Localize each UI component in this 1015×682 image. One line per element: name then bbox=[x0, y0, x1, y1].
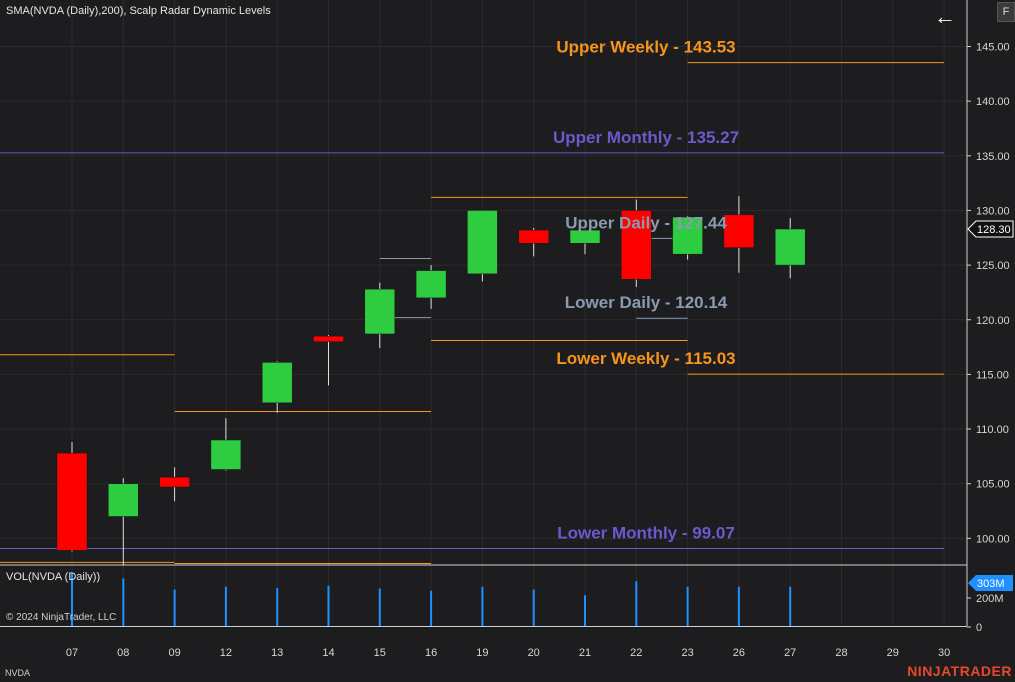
candle-body bbox=[774, 228, 806, 266]
candle-body bbox=[723, 214, 755, 248]
candle-body bbox=[621, 210, 652, 280]
candle-body bbox=[56, 452, 88, 551]
y-tick-label: 100.00 bbox=[976, 533, 1010, 545]
copyright-text: © 2024 NinjaTrader, LLC bbox=[6, 612, 117, 623]
y-tick-label: 130.00 bbox=[976, 205, 1010, 217]
last-price-label: 128.30 bbox=[977, 224, 1011, 236]
x-tick-label: 08 bbox=[117, 647, 129, 659]
y-tick-label: 120.00 bbox=[976, 315, 1010, 327]
level-label: Lower Monthly - 99.07 bbox=[557, 524, 735, 543]
brand-logo: NINJATRADER bbox=[907, 663, 1012, 679]
x-tick-label: 28 bbox=[835, 647, 847, 659]
candle-body bbox=[569, 229, 601, 244]
x-tick-label: 27 bbox=[784, 647, 796, 659]
x-tick-label: 16 bbox=[425, 647, 437, 659]
volume-bar bbox=[737, 586, 740, 626]
volume-bar bbox=[122, 578, 125, 626]
y-tick-label: 125.00 bbox=[976, 260, 1010, 272]
volume-y-tick-label: 200M bbox=[976, 593, 1004, 605]
f-button[interactable]: F bbox=[997, 2, 1015, 22]
y-tick-label: 105.00 bbox=[976, 479, 1010, 491]
volume-bar bbox=[378, 588, 381, 626]
volume-bar bbox=[430, 590, 433, 626]
candle-body bbox=[261, 362, 293, 404]
volume-bar bbox=[789, 586, 792, 626]
candle-body bbox=[467, 210, 498, 275]
x-tick-label: 22 bbox=[630, 647, 642, 659]
x-tick-label: 30 bbox=[938, 647, 950, 659]
x-tick-label: 15 bbox=[374, 647, 386, 659]
volume-bar bbox=[224, 586, 227, 626]
volume-last-marker bbox=[968, 575, 1013, 591]
candle-body bbox=[672, 216, 703, 255]
level-label: Upper Daily - 127.44 bbox=[565, 213, 727, 232]
x-tick-label: 26 bbox=[733, 647, 745, 659]
volume-bar bbox=[327, 585, 330, 626]
volume-bar bbox=[481, 586, 484, 626]
y-tick-label: 145.00 bbox=[976, 42, 1010, 54]
volume-bar bbox=[686, 586, 689, 626]
volume-bar bbox=[532, 589, 535, 626]
level-label: Lower Daily - 120.14 bbox=[565, 293, 728, 312]
x-tick-label: 20 bbox=[528, 647, 540, 659]
candle-body bbox=[364, 288, 396, 335]
x-tick-label: 09 bbox=[168, 647, 180, 659]
y-tick-label: 115.00 bbox=[976, 369, 1009, 381]
x-tick-label: 13 bbox=[271, 647, 283, 659]
candle-body bbox=[415, 270, 447, 299]
x-tick-label: 23 bbox=[681, 647, 693, 659]
x-tick-label: 29 bbox=[887, 647, 899, 659]
candle-body bbox=[210, 439, 242, 470]
x-tick-label: 07 bbox=[66, 647, 78, 659]
x-tick-label: 12 bbox=[220, 647, 232, 659]
level-label: Upper Monthly - 135.27 bbox=[553, 128, 739, 147]
volume-bar bbox=[635, 581, 638, 626]
candle-body bbox=[518, 229, 549, 244]
y-tick-label: 140.00 bbox=[976, 96, 1010, 108]
x-tick-label: 19 bbox=[476, 647, 488, 659]
candle-body bbox=[159, 476, 190, 488]
volume-bar bbox=[584, 595, 586, 626]
volume-y-tick-label: 0 bbox=[976, 622, 982, 634]
volume-panel-title: VOL(NVDA (Daily)) bbox=[6, 571, 101, 583]
candle-body bbox=[108, 483, 139, 517]
symbol-label: NVDA bbox=[5, 668, 31, 678]
level-label: Lower Weekly - 115.03 bbox=[556, 349, 735, 368]
volume-bar bbox=[276, 587, 279, 626]
arrow-left-icon[interactable]: ← bbox=[934, 4, 956, 29]
level-label: Upper Weekly - 143.53 bbox=[556, 38, 735, 57]
volume-bar bbox=[173, 589, 176, 626]
y-tick-label: 110.00 bbox=[976, 424, 1009, 436]
indicator-title: SMA(NVDA (Daily),200), Scalp Radar Dynam… bbox=[6, 5, 271, 17]
candle-body bbox=[313, 335, 344, 342]
x-tick-label: 14 bbox=[322, 647, 334, 659]
volume-bar bbox=[71, 572, 73, 626]
volume-last-label: 303M bbox=[977, 578, 1005, 590]
y-tick-label: 135.00 bbox=[976, 151, 1010, 163]
x-tick-label: 21 bbox=[579, 647, 591, 659]
last-price-marker bbox=[967, 220, 1014, 238]
